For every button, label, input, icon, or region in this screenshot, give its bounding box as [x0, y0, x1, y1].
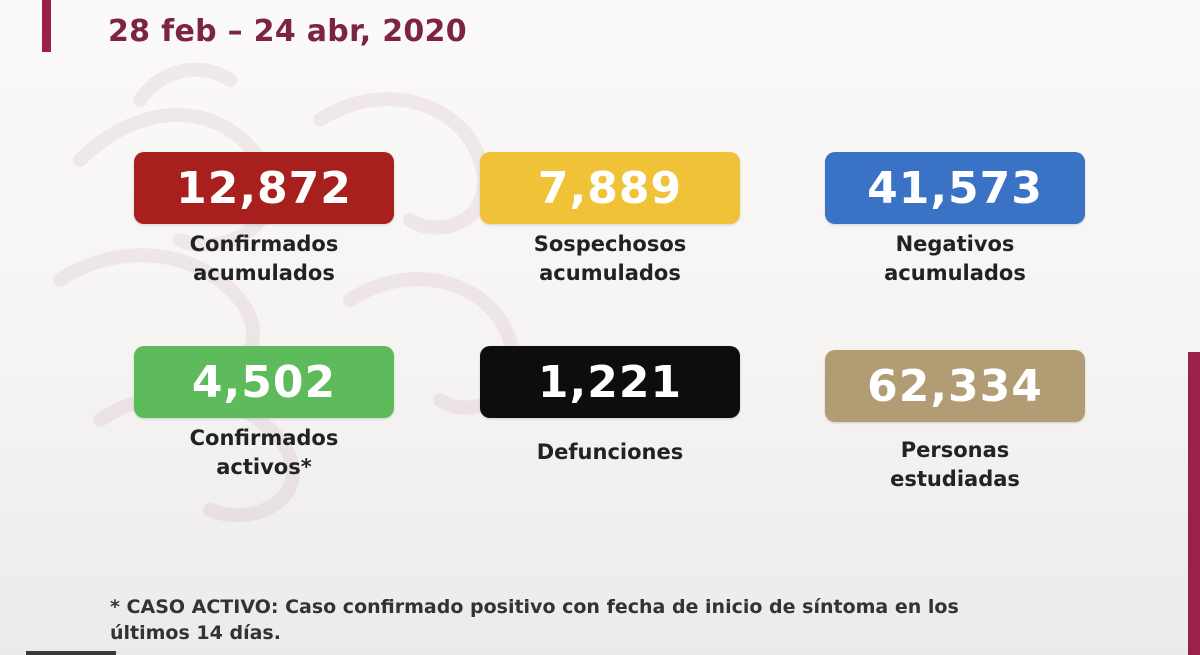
stat-label-line1: Confirmados: [189, 426, 339, 450]
stat-label-line1: Defunciones: [536, 440, 684, 464]
eagle-watermark-icon: [53, 62, 521, 523]
stat-label-line2: acumulados: [193, 261, 335, 285]
stat-label-line1: Confirmados: [189, 232, 339, 256]
stat-label: Negativos acumulados: [825, 230, 1085, 288]
left-accent-bar: [42, 0, 51, 52]
stat-value-box: 7,889: [480, 152, 740, 224]
stat-label-line1: Personas: [900, 438, 1010, 462]
footnote-line2: últimos 14 días.: [110, 622, 281, 644]
stat-label: Sospechosos acumulados: [480, 230, 740, 288]
stat-personas-estudiadas: 62,334 Personas estudiadas: [825, 350, 1085, 494]
stat-value: 41,573: [867, 162, 1043, 214]
stat-value-box: 12,872: [134, 152, 394, 224]
stat-negativos-acumulados: 41,573 Negativos acumulados: [825, 152, 1085, 288]
stat-value: 4,502: [191, 356, 337, 408]
stat-value: 7,889: [537, 162, 683, 214]
stat-value: 62,334: [867, 360, 1043, 412]
stat-label: Confirmados acumulados: [134, 230, 394, 288]
stat-label-line1: Negativos: [895, 232, 1015, 256]
stat-value-box: 4,502: [134, 346, 394, 418]
stat-label-line1: Sospechosos: [533, 232, 687, 256]
stat-sospechosos-acumulados: 7,889 Sospechosos acumulados: [480, 152, 740, 288]
stat-defunciones: 1,221 Defunciones: [480, 346, 740, 467]
active-case-footnote: * CASO ACTIVO: Caso confirmado positivo …: [110, 594, 1070, 646]
stat-label: Defunciones: [480, 438, 740, 467]
date-range-title: 28 feb – 24 abr, 2020: [108, 14, 467, 49]
footnote-line1: * CASO ACTIVO: Caso confirmado positivo …: [110, 596, 959, 618]
stat-confirmados-acumulados: 12,872 Confirmados acumulados: [134, 152, 394, 288]
stat-label-line2: estudiadas: [890, 467, 1020, 491]
stat-value: 1,221: [537, 356, 683, 408]
video-progress-bar: [26, 651, 116, 655]
stat-value-box: 41,573: [825, 152, 1085, 224]
stat-confirmados-activos: 4,502 Confirmados activos*: [134, 346, 394, 482]
stat-label-line2: acumulados: [884, 261, 1026, 285]
stat-label-line2: activos*: [216, 455, 312, 479]
stat-value-box: 62,334: [825, 350, 1085, 422]
stat-label: Personas estudiadas: [825, 436, 1085, 494]
right-accent-bar: [1188, 352, 1200, 655]
stat-value-box: 1,221: [480, 346, 740, 418]
stat-label: Confirmados activos*: [134, 424, 394, 482]
stat-value: 12,872: [176, 162, 352, 214]
stat-label-line2: acumulados: [539, 261, 681, 285]
